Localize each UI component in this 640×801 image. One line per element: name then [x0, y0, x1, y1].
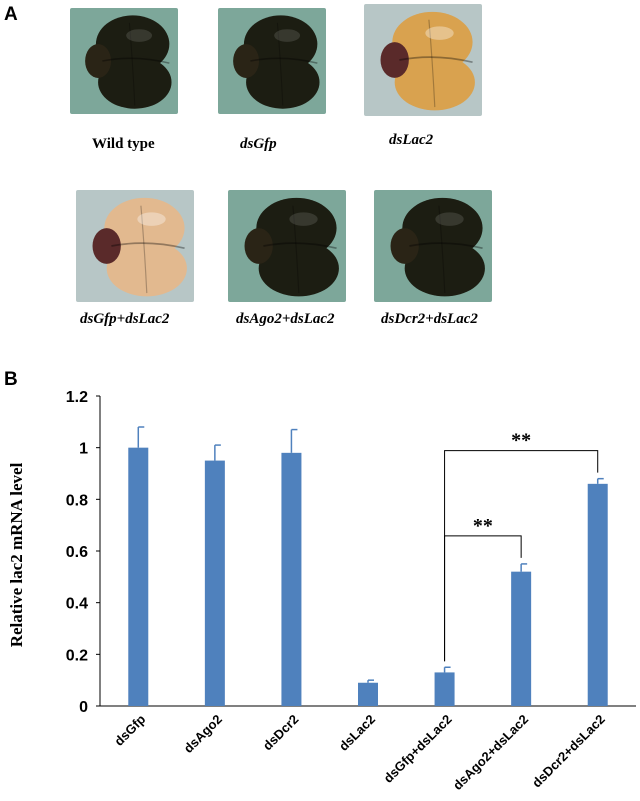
- bar-chart: 0 0.2 0.4 0.6 0.8 1 1.2 Relative lac2 mRNA leve…: [7, 389, 636, 793]
- bar: [511, 571, 532, 706]
- x-tick-label: dsDcr2: [260, 712, 302, 754]
- photo-caption: Wild type: [92, 136, 155, 152]
- photo-caption: dsLac2: [389, 132, 434, 148]
- x-tick-label: dsAgo2: [181, 712, 225, 756]
- beetle-photo: [70, 8, 178, 114]
- panel-b-label: B: [4, 369, 18, 390]
- x-tick-label: dsLac2: [336, 712, 378, 754]
- bar: [358, 682, 378, 706]
- significance-label: **: [473, 515, 493, 537]
- beetle-photo: [76, 190, 194, 302]
- photo-caption: dsGfp+dsLac2: [80, 311, 170, 327]
- y-tick-label: 0.6: [66, 544, 88, 561]
- x-tick-label: dsAgo2+dsLac2: [450, 712, 531, 793]
- y-tick-label: 0: [79, 699, 88, 716]
- x-tick-label: dsDcr2+dsLac2: [529, 712, 608, 791]
- bar: [204, 460, 225, 706]
- bar: [281, 452, 302, 706]
- beetle-photo: [218, 8, 326, 114]
- y-tick-label: 1.2: [66, 389, 88, 406]
- x-tick-label: dsGfp: [111, 711, 148, 748]
- y-tick-label: 0.8: [66, 492, 88, 509]
- significance-bracket: [444, 535, 522, 662]
- beetle-photo: [374, 190, 492, 302]
- beetle-photo: [364, 4, 482, 116]
- beetle-photo: [228, 190, 346, 302]
- y-tick-label: 1: [79, 441, 88, 458]
- photo-caption: dsGfp: [240, 136, 277, 152]
- bar: [587, 483, 608, 706]
- photo-caption: dsAgo2+dsLac2: [236, 311, 335, 327]
- y-tick-label: 0.2: [66, 647, 88, 664]
- y-tick-label: 0.4: [66, 596, 88, 613]
- photo-caption: dsDcr2+dsLac2: [381, 311, 478, 327]
- panel-a-label: A: [4, 4, 18, 25]
- significance-bracket: [444, 450, 599, 662]
- bar: [128, 447, 149, 706]
- y-axis-label: Relative lac2 mRNA level: [7, 462, 26, 647]
- significance-label: **: [511, 430, 531, 452]
- x-tick-label: dsGfp+dsLac2: [380, 712, 454, 786]
- bar: [434, 672, 455, 706]
